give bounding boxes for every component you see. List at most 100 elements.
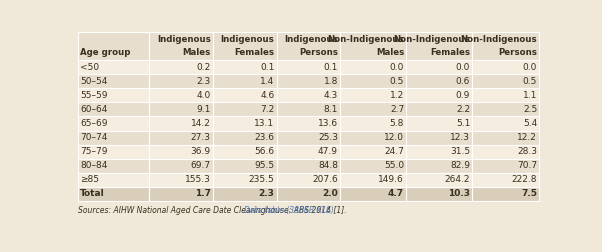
Text: 207.6: 207.6 bbox=[312, 175, 338, 184]
Text: Females: Females bbox=[234, 48, 275, 57]
Text: 0.1: 0.1 bbox=[324, 62, 338, 72]
Text: 1.8: 1.8 bbox=[324, 77, 338, 86]
Bar bbox=[149, 173, 213, 187]
Text: Males: Males bbox=[376, 48, 404, 57]
Text: 4.0: 4.0 bbox=[196, 91, 211, 100]
Bar bbox=[473, 131, 539, 145]
Text: 7.5: 7.5 bbox=[521, 190, 537, 198]
Text: 80–84: 80–84 bbox=[80, 161, 107, 170]
Bar bbox=[340, 32, 406, 60]
Bar bbox=[149, 116, 213, 131]
Text: 56.6: 56.6 bbox=[254, 147, 275, 156]
Text: 1.1: 1.1 bbox=[523, 91, 537, 100]
Bar bbox=[406, 74, 473, 88]
Bar bbox=[78, 159, 149, 173]
Text: <50: <50 bbox=[80, 62, 99, 72]
Text: 2.0: 2.0 bbox=[322, 190, 338, 198]
Text: Indigenous: Indigenous bbox=[220, 35, 275, 44]
Text: 0.5: 0.5 bbox=[523, 77, 537, 86]
Text: Persons: Persons bbox=[299, 48, 338, 57]
Text: 82.9: 82.9 bbox=[450, 161, 470, 170]
Text: 12.3: 12.3 bbox=[450, 133, 470, 142]
Bar bbox=[277, 131, 340, 145]
Bar bbox=[473, 88, 539, 102]
Bar bbox=[406, 145, 473, 159]
Bar bbox=[78, 131, 149, 145]
Text: Non-Indigenous: Non-Indigenous bbox=[394, 35, 470, 44]
Bar bbox=[473, 116, 539, 131]
Text: 1.2: 1.2 bbox=[390, 91, 404, 100]
Text: 84.8: 84.8 bbox=[318, 161, 338, 170]
Bar bbox=[406, 102, 473, 116]
Bar bbox=[340, 102, 406, 116]
Text: 2.7: 2.7 bbox=[390, 105, 404, 114]
Text: 0.0: 0.0 bbox=[389, 62, 404, 72]
Bar bbox=[340, 74, 406, 88]
Bar bbox=[78, 187, 149, 201]
Text: 95.5: 95.5 bbox=[254, 161, 275, 170]
Bar bbox=[277, 60, 340, 74]
Text: 12.2: 12.2 bbox=[517, 133, 537, 142]
Bar bbox=[149, 145, 213, 159]
Bar bbox=[340, 145, 406, 159]
Bar bbox=[340, 131, 406, 145]
Text: 55–59: 55–59 bbox=[80, 91, 107, 100]
Text: 149.6: 149.6 bbox=[379, 175, 404, 184]
Bar bbox=[78, 102, 149, 116]
Text: 264.2: 264.2 bbox=[445, 175, 470, 184]
Text: 0.0: 0.0 bbox=[523, 62, 537, 72]
Text: 5.4: 5.4 bbox=[523, 119, 537, 128]
Text: Data table (386KB XLS).: Data table (386KB XLS). bbox=[244, 206, 336, 215]
Bar bbox=[149, 60, 213, 74]
Text: 8.1: 8.1 bbox=[324, 105, 338, 114]
Text: 75–79: 75–79 bbox=[80, 147, 107, 156]
Text: 12.0: 12.0 bbox=[384, 133, 404, 142]
Text: 5.1: 5.1 bbox=[456, 119, 470, 128]
Bar bbox=[406, 187, 473, 201]
Bar bbox=[277, 116, 340, 131]
Text: 4.3: 4.3 bbox=[324, 91, 338, 100]
Text: 4.6: 4.6 bbox=[260, 91, 275, 100]
Bar bbox=[406, 173, 473, 187]
Text: 2.3: 2.3 bbox=[196, 77, 211, 86]
Bar bbox=[340, 187, 406, 201]
Bar bbox=[277, 159, 340, 173]
Bar bbox=[277, 88, 340, 102]
Bar bbox=[340, 60, 406, 74]
Text: 14.2: 14.2 bbox=[191, 119, 211, 128]
Text: 4.7: 4.7 bbox=[388, 190, 404, 198]
Text: Females: Females bbox=[430, 48, 470, 57]
Text: 0.6: 0.6 bbox=[456, 77, 470, 86]
Text: 65–69: 65–69 bbox=[80, 119, 107, 128]
Text: 70.7: 70.7 bbox=[517, 161, 537, 170]
Bar bbox=[213, 88, 277, 102]
Bar bbox=[277, 74, 340, 88]
Text: Non-Indigenous: Non-Indigenous bbox=[327, 35, 404, 44]
Bar bbox=[78, 116, 149, 131]
Bar bbox=[149, 131, 213, 145]
Text: 28.3: 28.3 bbox=[517, 147, 537, 156]
Text: 155.3: 155.3 bbox=[185, 175, 211, 184]
Bar bbox=[149, 159, 213, 173]
Text: 10.3: 10.3 bbox=[448, 190, 470, 198]
Text: 2.3: 2.3 bbox=[258, 190, 275, 198]
Bar bbox=[78, 173, 149, 187]
Bar bbox=[213, 116, 277, 131]
Text: 13.1: 13.1 bbox=[254, 119, 275, 128]
Text: 47.9: 47.9 bbox=[318, 147, 338, 156]
Bar bbox=[277, 102, 340, 116]
Bar bbox=[213, 60, 277, 74]
Text: Indigenous: Indigenous bbox=[157, 35, 211, 44]
Text: 7.2: 7.2 bbox=[260, 105, 275, 114]
Bar bbox=[213, 159, 277, 173]
Bar bbox=[78, 60, 149, 74]
Text: Total: Total bbox=[80, 190, 105, 198]
Bar bbox=[473, 102, 539, 116]
Bar bbox=[213, 32, 277, 60]
Bar bbox=[473, 187, 539, 201]
Text: 69.7: 69.7 bbox=[190, 161, 211, 170]
Bar bbox=[277, 187, 340, 201]
Bar bbox=[213, 145, 277, 159]
Bar bbox=[340, 88, 406, 102]
Bar bbox=[473, 159, 539, 173]
